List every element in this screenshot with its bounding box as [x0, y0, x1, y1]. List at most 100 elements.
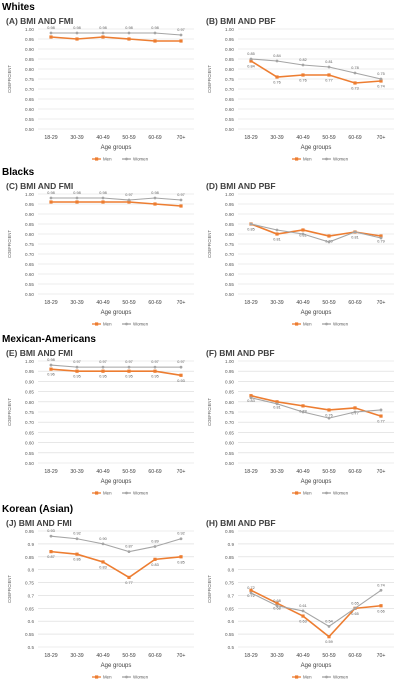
- legend-marker-men: [95, 675, 99, 679]
- data-point-women: [127, 198, 131, 202]
- data-label: 0.74: [377, 583, 384, 587]
- x-axis-label: Age groups: [301, 663, 332, 669]
- series-line-women: [51, 197, 182, 201]
- y-tick-label: 0.80: [25, 67, 34, 72]
- data-label: 0.54: [325, 619, 332, 623]
- y-tick-label: 0.65: [25, 606, 34, 611]
- legend-marker-men: [295, 322, 299, 326]
- data-point-men: [75, 37, 79, 41]
- y-tick-label: 1.00: [225, 192, 234, 197]
- data-label: 0.77: [325, 79, 332, 83]
- y-tick-label: 0.75: [25, 77, 34, 82]
- x-tick-label: 70+: [177, 653, 186, 659]
- data-label: 0.72: [247, 594, 254, 598]
- data-point-men: [153, 557, 157, 561]
- legend-marker-women: [325, 675, 328, 679]
- x-tick-label: 50-59: [322, 135, 335, 141]
- y-tick-label: 0.6: [228, 619, 235, 624]
- data-point-women: [249, 222, 253, 226]
- y-tick-label: 0.75: [25, 581, 34, 586]
- y-tick-label: 0.65: [225, 262, 234, 267]
- legend-label-men: Men: [303, 157, 312, 162]
- y-tick-label: 0.80: [225, 67, 234, 72]
- data-label: 0.78: [351, 66, 358, 70]
- data-point-men: [179, 555, 183, 559]
- data-label: 0.66: [377, 609, 384, 613]
- data-point-women: [249, 57, 253, 61]
- x-tick-label: 40-49: [296, 469, 309, 475]
- data-point-women: [101, 365, 105, 369]
- x-tick-label: 70+: [177, 135, 186, 141]
- x-tick-label: 30-39: [270, 135, 283, 141]
- chart-title: (H) BMI AND PBF: [206, 518, 276, 528]
- series-line-women: [50, 364, 181, 368]
- y-axis-label: COEFFICIENT: [7, 65, 12, 93]
- legend-marker-men: [95, 322, 99, 326]
- data-point-women: [153, 365, 157, 369]
- series-line-men: [50, 36, 181, 42]
- x-tick-label: 40-49: [96, 469, 109, 475]
- data-point-men: [379, 79, 383, 83]
- y-tick-label: 0.55: [25, 117, 34, 122]
- y-tick-label: 0.55: [25, 282, 34, 287]
- y-tick-label: 0.60: [25, 441, 34, 446]
- data-point-women: [275, 604, 279, 608]
- y-tick-label: 0.65: [25, 430, 34, 435]
- y-tick-label: 0.85: [25, 390, 34, 395]
- data-point-men: [49, 550, 53, 554]
- y-tick-label: 0.65: [225, 97, 234, 102]
- legend-label-women: Women: [333, 675, 349, 680]
- data-point-men: [127, 200, 131, 204]
- data-point-men: [101, 560, 105, 564]
- chart-title: (C) BMI AND FMI: [6, 181, 73, 191]
- section-title-mexican-americans: Mexican-Americans: [2, 334, 96, 345]
- x-axis-label: Age groups: [301, 310, 332, 316]
- x-axis-label: Age groups: [101, 479, 132, 485]
- y-tick-label: 0.6: [28, 619, 35, 624]
- y-tick-label: 1.00: [225, 359, 234, 364]
- y-axis-label: COEFFICIENT: [207, 575, 212, 603]
- data-label: 0.87: [125, 545, 132, 549]
- series-line-women: [51, 32, 182, 36]
- x-tick-label: 18-29: [44, 469, 57, 475]
- x-tick-label: 18-29: [244, 469, 257, 475]
- x-axis-label: Age groups: [301, 479, 332, 485]
- data-point-men: [379, 234, 383, 238]
- y-tick-label: 0.95: [25, 37, 34, 42]
- y-tick-label: 0.95: [225, 529, 234, 534]
- data-point-women: [179, 33, 183, 37]
- data-label: 0.81: [273, 405, 280, 409]
- data-point-women: [153, 31, 157, 35]
- data-point-women: [127, 31, 131, 35]
- x-tick-label: 60-69: [348, 653, 361, 659]
- y-tick-label: 0.90: [25, 47, 34, 52]
- chart-title: (J) BMI AND FMI: [6, 518, 72, 528]
- y-tick-label: 0.95: [25, 529, 34, 534]
- data-point-women: [301, 232, 305, 236]
- data-label: 0.97: [151, 360, 158, 364]
- y-tick-label: 0.80: [225, 232, 234, 237]
- series-line-women: [250, 397, 382, 419]
- data-point-men: [75, 552, 79, 556]
- data-point-women: [153, 196, 157, 200]
- data-point-men: [353, 81, 357, 85]
- data-label: 0.83: [99, 565, 106, 569]
- y-tick-label: 0.55: [225, 451, 234, 456]
- chart-b-bmi-pbf-whites: (B) BMI AND PBF 0.50 0.55 0.60 0.65 0.70 0.75 0…: [206, 16, 394, 162]
- x-tick-label: 30-39: [70, 469, 83, 475]
- x-tick-label: 30-39: [270, 653, 283, 659]
- data-point-women: [379, 77, 383, 81]
- y-tick-label: 0.75: [225, 77, 234, 82]
- legend-marker-men: [295, 157, 299, 161]
- x-tick-label: 50-59: [322, 469, 335, 475]
- data-point-women: [127, 365, 131, 369]
- data-point-men: [153, 202, 157, 206]
- y-tick-label: 0.9: [28, 542, 35, 547]
- data-point-women: [75, 31, 79, 35]
- data-point-men: [153, 39, 157, 43]
- x-tick-label: 50-59: [122, 469, 135, 475]
- data-point-men: [179, 204, 183, 208]
- data-point-women: [353, 230, 357, 234]
- data-label: 0.95: [73, 375, 80, 379]
- data-point-men: [301, 614, 305, 618]
